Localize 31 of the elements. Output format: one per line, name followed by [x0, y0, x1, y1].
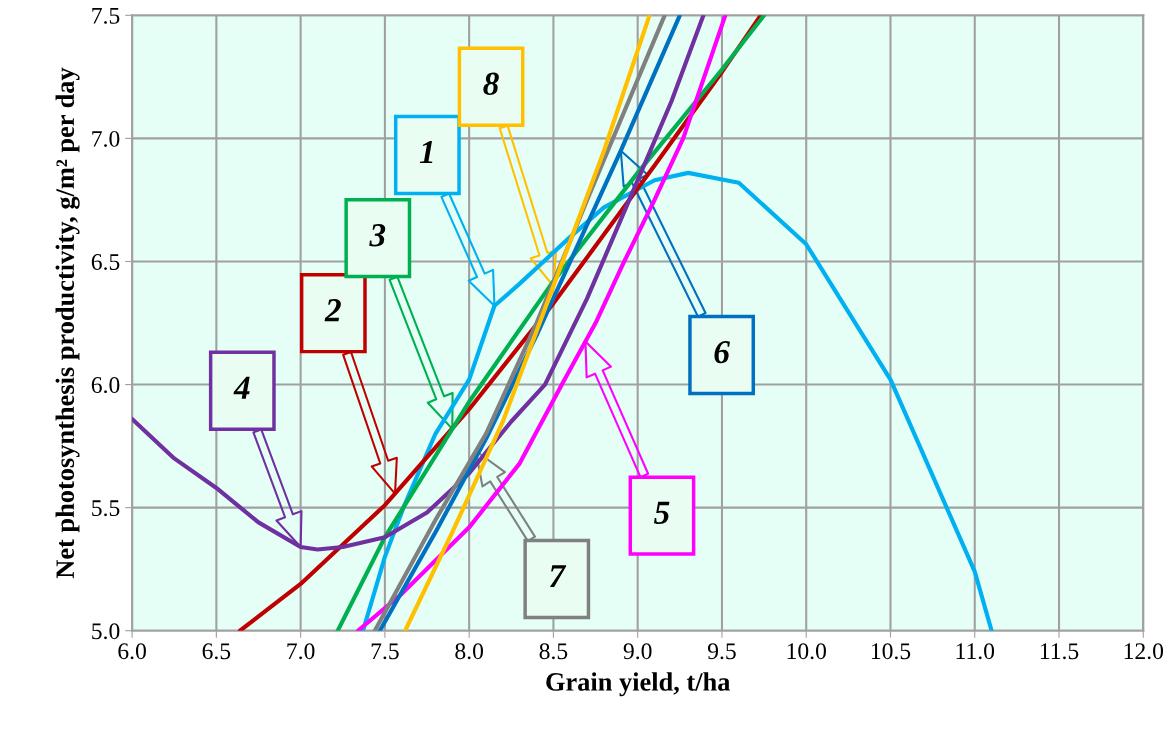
line-series	[132, 15, 706, 552]
text: 1	[419, 141, 433, 164]
x-tick-label: 6.5	[202, 643, 231, 660]
x-axis-title: Grain yield, t/ha	[546, 672, 731, 697]
y-tick-label: 6.5	[91, 254, 120, 271]
text: 6	[714, 340, 730, 364]
x-tick-label: 10.5	[871, 643, 911, 660]
y-axis-title: Net photosynthesis productivity, g/m² per day	[55, 67, 80, 579]
text: 2	[324, 299, 341, 322]
x-tick-label: 12.0	[1124, 643, 1164, 660]
x-tick-label: 10.0	[787, 643, 826, 660]
y-tick-label: 5.5	[92, 500, 120, 517]
text: 4	[233, 376, 250, 399]
text: 7	[549, 565, 567, 588]
y-tick-label: 7.0	[92, 130, 120, 147]
y-tick-label: 7.5	[92, 8, 120, 24]
y-tick-label: 5.0	[92, 623, 120, 640]
text: 5	[654, 501, 670, 524]
x-tick-label: 11.0	[956, 643, 995, 660]
text: 8	[483, 72, 499, 96]
x-tick-label: 9.5	[707, 643, 736, 660]
x-tick-label: 7.5	[371, 643, 399, 660]
text: 3	[369, 224, 386, 247]
x-tick-label: 9.0	[623, 643, 652, 660]
x-tick-label: 8.5	[539, 643, 568, 660]
line-series	[360, 170, 994, 631]
y-tick-label: 6.0	[91, 377, 120, 394]
x-tick-label: 11.5	[1040, 643, 1079, 660]
x-tick-label: 8.0	[455, 643, 484, 660]
x-tick-label: 6.0	[118, 643, 146, 660]
x-tick-label: 7.0	[287, 643, 315, 660]
